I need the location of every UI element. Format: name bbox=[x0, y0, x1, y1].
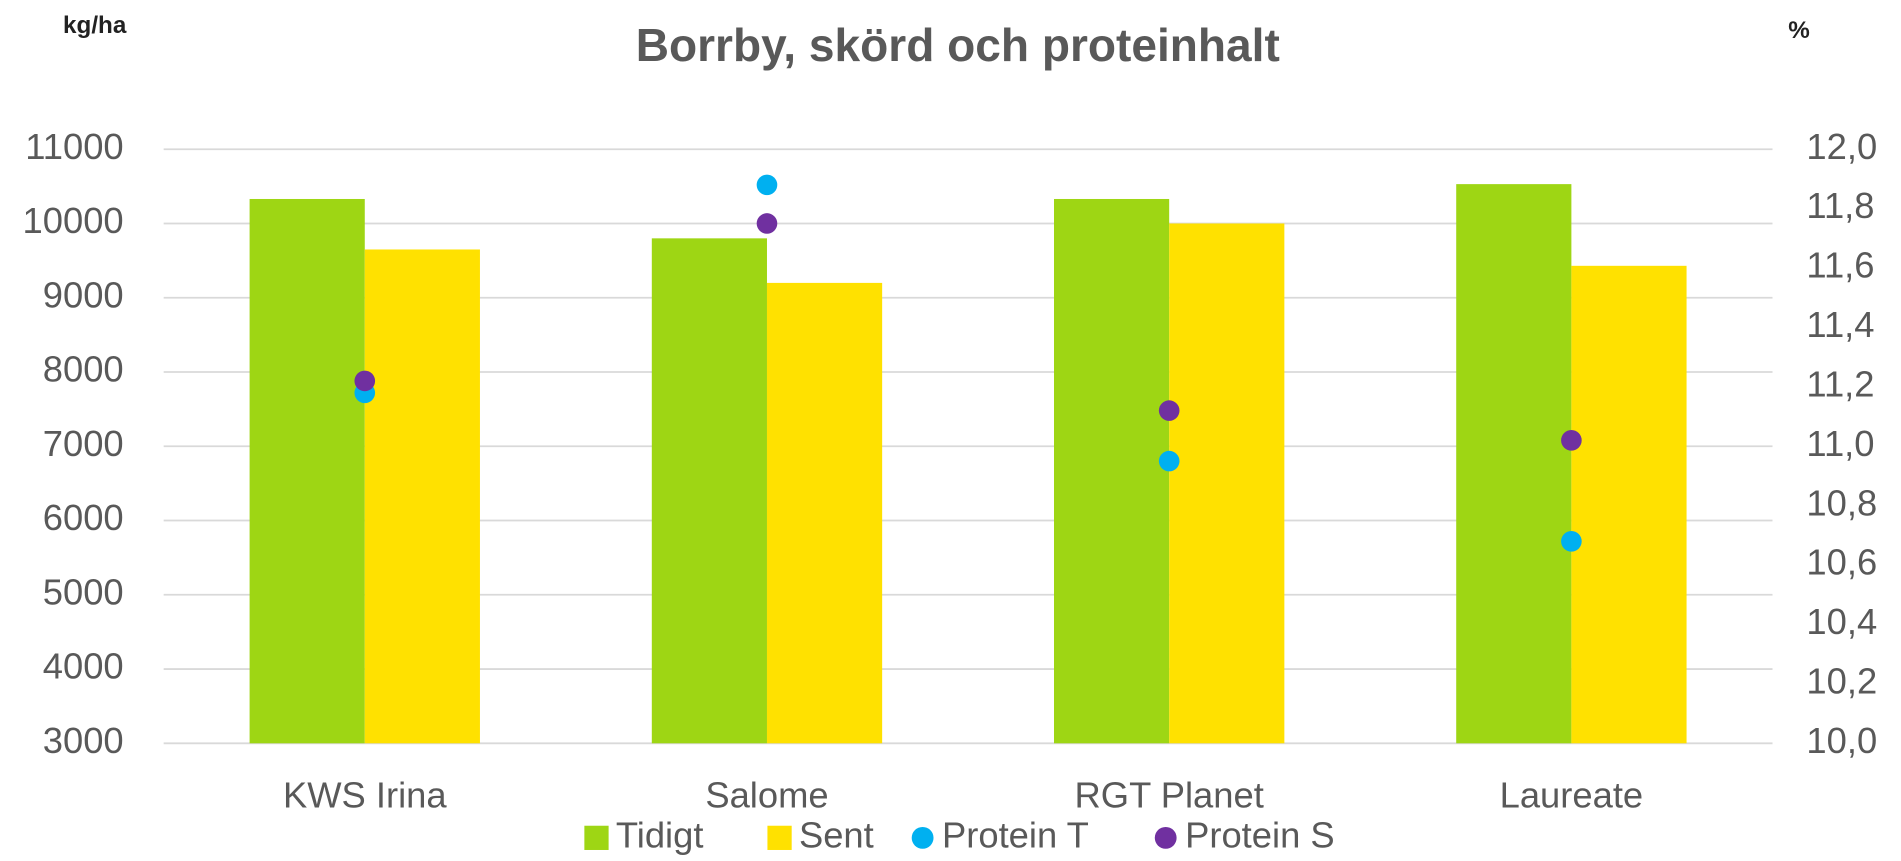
x-tick-label: RGT Planet bbox=[1075, 774, 1264, 815]
bar bbox=[364, 249, 480, 744]
bar bbox=[1054, 198, 1170, 744]
x-tick-label: KWS Irina bbox=[283, 774, 447, 815]
y2-tick-label: 12,0 bbox=[1806, 126, 1877, 167]
legend-label: Sent bbox=[799, 814, 874, 855]
y2-tick-label: 10,2 bbox=[1806, 660, 1877, 701]
point bbox=[354, 370, 376, 392]
y2-tick-label: 11,0 bbox=[1806, 423, 1874, 464]
y2-tick-label: 10,0 bbox=[1806, 720, 1877, 761]
bar bbox=[1169, 223, 1285, 744]
y2-tick-label: 10,6 bbox=[1806, 542, 1877, 583]
y-tick-label: 3000 bbox=[43, 720, 124, 761]
x-tick-label: Salome bbox=[705, 774, 828, 815]
y-tick-label: 11000 bbox=[25, 126, 123, 167]
legend-swatch bbox=[767, 825, 792, 850]
legend-label: Protein S bbox=[1185, 814, 1335, 855]
y-tick-label: 8000 bbox=[43, 349, 124, 390]
y-axis-unit: kg/ha bbox=[63, 12, 127, 39]
y2-tick-label: 11,2 bbox=[1806, 363, 1874, 404]
y-tick-label: 4000 bbox=[43, 646, 124, 687]
bar bbox=[651, 238, 767, 744]
chart-title: Borrby, skörd och proteinhalt bbox=[636, 19, 1280, 71]
point bbox=[1158, 400, 1180, 421]
y2-tick-label: 10,4 bbox=[1806, 601, 1877, 642]
point bbox=[1561, 430, 1582, 451]
y-tick-label: 9000 bbox=[43, 274, 124, 315]
y-tick-label: 10000 bbox=[23, 200, 124, 241]
legend-swatch bbox=[1154, 826, 1177, 849]
y2-axis-unit: % bbox=[1788, 17, 1810, 44]
bar bbox=[1456, 184, 1572, 744]
legend-label: Tidigt bbox=[616, 814, 704, 855]
y2-tick-label: 10,8 bbox=[1806, 482, 1877, 523]
bar bbox=[1571, 265, 1687, 744]
legend-swatch bbox=[584, 825, 609, 850]
y-tick-label: 5000 bbox=[43, 571, 124, 612]
bar bbox=[766, 282, 883, 744]
point bbox=[756, 213, 778, 234]
legend-label: Protein T bbox=[942, 814, 1089, 855]
y-tick-label: 6000 bbox=[43, 497, 124, 538]
x-tick-label: Laureate bbox=[1500, 774, 1644, 815]
legend-swatch bbox=[911, 826, 934, 849]
point bbox=[1561, 531, 1582, 552]
point bbox=[756, 174, 778, 196]
y2-tick-label: 11,8 bbox=[1806, 185, 1874, 226]
point bbox=[1158, 450, 1180, 472]
y2-tick-label: 11,4 bbox=[1806, 304, 1874, 345]
y-tick-label: 7000 bbox=[43, 423, 124, 464]
bar bbox=[249, 198, 365, 744]
y2-tick-label: 11,6 bbox=[1806, 245, 1874, 286]
